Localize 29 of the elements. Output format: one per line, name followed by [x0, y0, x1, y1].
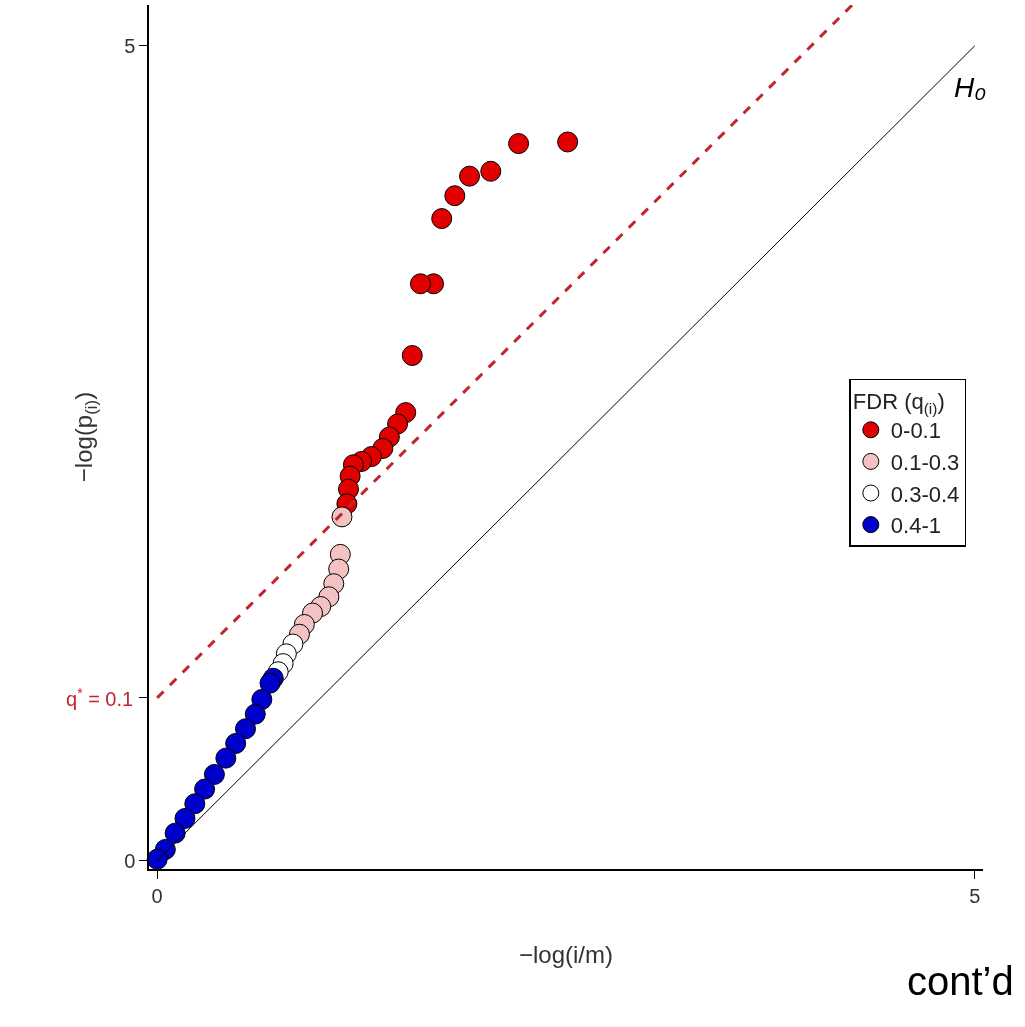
point — [244, 703, 266, 725]
text: cont’d — [907, 959, 1014, 1003]
annotation: H₀ — [954, 72, 987, 103]
point — [203, 763, 225, 785]
point — [174, 807, 196, 829]
point — [409, 273, 431, 295]
point — [184, 793, 206, 815]
legend-title: FDR (q$_{(i)}$) — [852, 389, 945, 417]
x-axis-title: −log(i/m) — [518, 940, 614, 968]
point — [444, 185, 466, 207]
point — [480, 160, 502, 182]
point — [401, 344, 423, 366]
point — [234, 718, 256, 740]
legend-label: 0.1-0.3 — [890, 450, 960, 475]
point — [194, 778, 216, 800]
legend-label: 0-0.1 — [890, 418, 941, 444]
point — [508, 133, 530, 155]
point — [431, 208, 453, 230]
legend-label: 0.4-1 — [890, 513, 941, 539]
point — [215, 747, 237, 769]
point — [331, 506, 353, 528]
legend-label: 0.3-0.4 — [890, 481, 960, 507]
point — [459, 165, 481, 187]
point — [259, 672, 281, 694]
point — [146, 848, 168, 870]
point — [557, 131, 579, 153]
annotation: q$^{*}$ = 0.1 — [66, 685, 134, 711]
point — [164, 822, 186, 844]
point — [225, 732, 247, 754]
